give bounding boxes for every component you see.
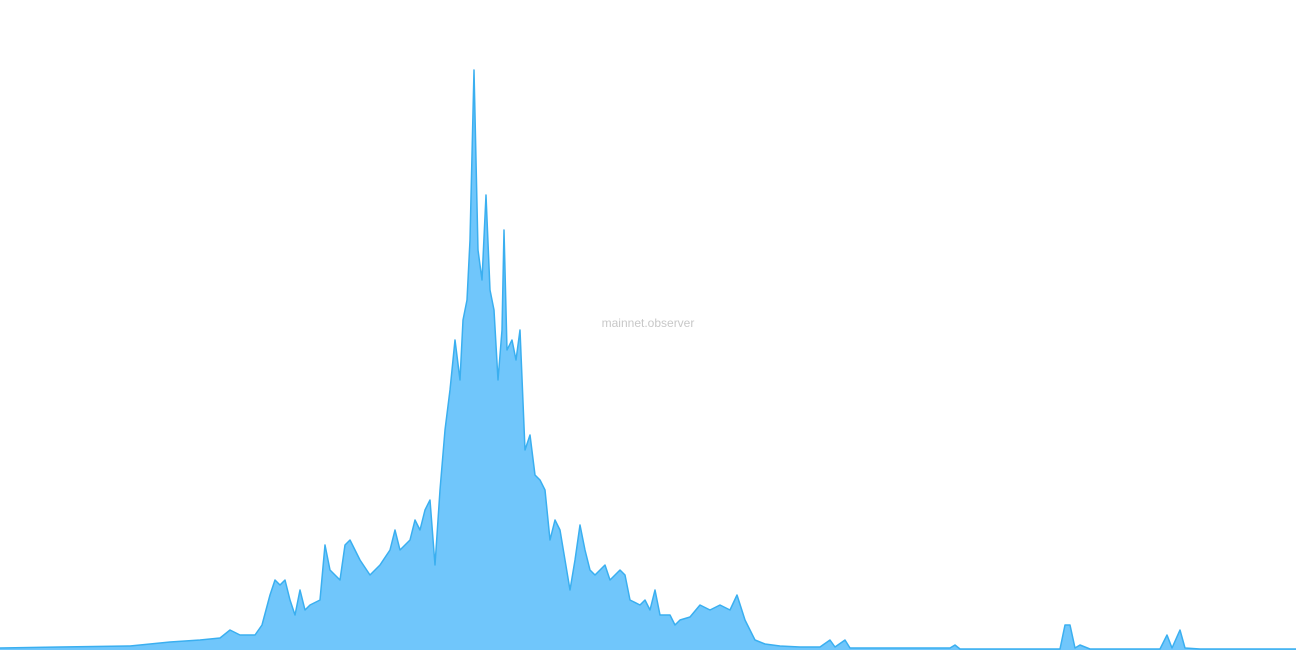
area-fill xyxy=(0,70,1296,650)
watermark: mainnet.observer xyxy=(602,316,695,330)
area-line xyxy=(0,69,1296,650)
